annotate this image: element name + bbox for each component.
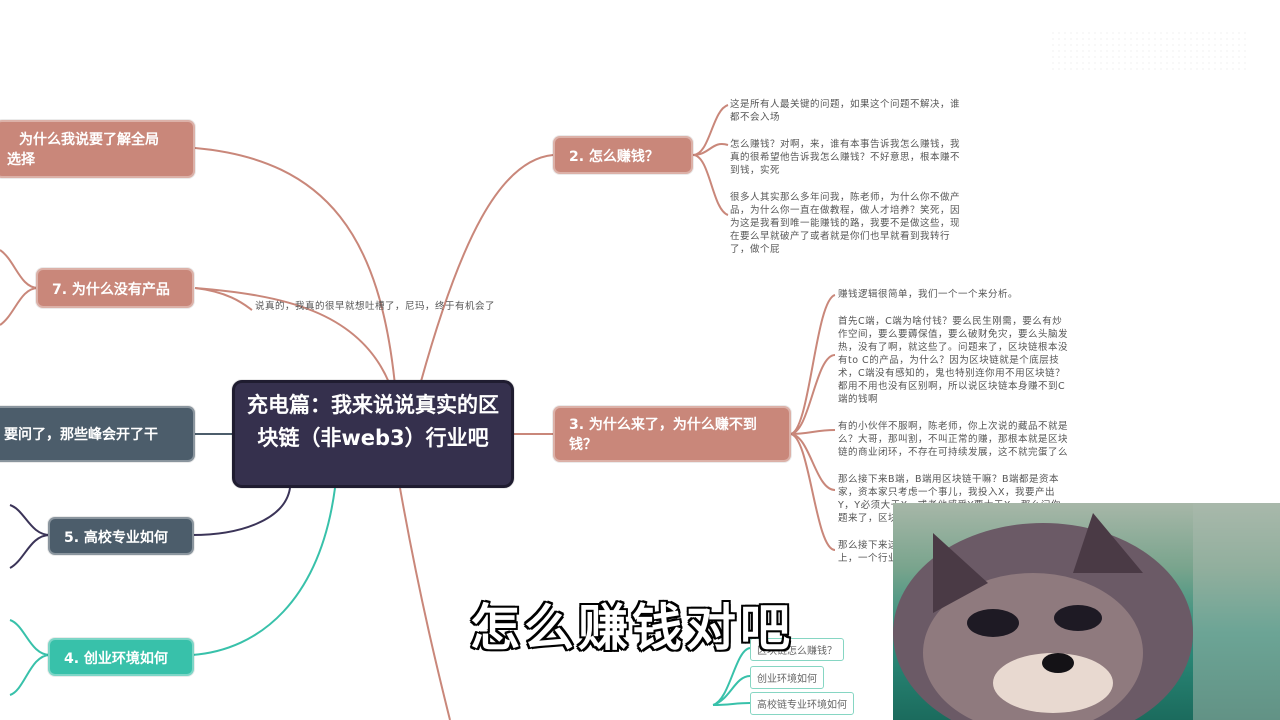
dog-avatar-image	[893, 503, 1280, 720]
connector-to-b4	[191, 487, 336, 656]
note-b3-3: 有的小伙伴不服啊，陈老师，你上次说的藏品不就是么？大哥，那叫割，不叫正常的赚，那…	[838, 421, 1069, 458]
branch-b2[interactable]: 2. 怎么赚钱？	[553, 136, 693, 174]
video-subtitle: 怎么赚钱对吧	[469, 598, 794, 659]
subnode-box-2-label: 创业环境如何	[757, 674, 817, 685]
note-b7: 说真的，我真的很早就想吐槽了，尼玛，终于有机会了	[255, 300, 500, 313]
connector-to-b2	[419, 154, 554, 386]
connector-b2-notes	[692, 104, 729, 216]
connector-bottom-right	[712, 647, 751, 706]
branch-b5[interactable]: 5. 高校专业如何	[48, 517, 194, 555]
connector-b7-left	[0, 249, 39, 326]
note-b2-3: 很多人其实那么多年问我，陈老师，为什么你不做产品，为什么你一直在做教程，做人才培…	[730, 192, 961, 255]
connector-to-b8	[194, 147, 396, 386]
branch-b4-label: 4. 创业环境如何	[64, 651, 168, 667]
root-title: 充电篇：我来说说真实的区块链（非web3）行业吧	[247, 393, 499, 450]
branch-b6-label: 要问了，那些峰会开了干	[4, 427, 158, 443]
branch-b5-label: 5. 高校专业如何	[64, 530, 168, 546]
connector-to-b5	[191, 487, 291, 536]
branch-b6[interactable]: 要问了，那些峰会开了干	[0, 406, 195, 462]
notes-b2: 这是所有人最关键的问题，如果这个问题不解决，谁都不会入场 怎么赚钱？对啊，来，谁…	[730, 98, 965, 256]
subnode-box-1[interactable]: 区块链怎么赚钱？	[750, 638, 844, 661]
faded-decoration	[1050, 30, 1250, 70]
connector-down	[399, 487, 451, 720]
branch-b3[interactable]: 3. 为什么来了，为什么赚不到钱？	[553, 406, 791, 462]
connector-to-b7	[194, 287, 391, 386]
root-node[interactable]: 充电篇：我来说说真实的区块链（非web3）行业吧	[232, 380, 514, 488]
note-b3-2: 首先C端，C端为啥付钱？要么民生刚需，要么有炒作空间，要么要薅保值，要么破财免灾…	[838, 316, 1069, 405]
branch-b8-label-2: 选择	[7, 152, 35, 168]
webcam-overlay	[893, 503, 1280, 720]
branch-b7[interactable]: 7. 为什么没有产品	[36, 268, 194, 308]
subnode-box-2[interactable]: 创业环境如何	[750, 666, 824, 689]
connector-b7-to-note	[194, 287, 253, 311]
note-b3-1: 赚钱逻辑很简单，我们一个一个来分析。	[838, 289, 1019, 300]
subnode-box-3[interactable]: 高校链专业环境如何	[750, 692, 854, 715]
connector-b4-left	[9, 619, 51, 696]
branch-b8[interactable]: 为什么我说要了解全局 选择	[0, 120, 195, 178]
branch-b2-label: 2. 怎么赚钱？	[569, 149, 659, 165]
branch-b4[interactable]: 4. 创业环境如何	[48, 638, 194, 676]
note-b7-text: 说真的，我真的很早就想吐槽了，尼玛，终于有机会了	[255, 301, 496, 312]
branch-b8-label: 为什么我说要了解全局	[19, 132, 159, 148]
branch-b7-label: 7. 为什么没有产品	[52, 282, 170, 298]
note-b2-2: 怎么赚钱？对啊，来，谁有本事告诉我怎么赚钱，我真的很希望他告诉我怎么赚钱？不好意…	[730, 139, 961, 176]
connector-b3-notes	[789, 294, 836, 551]
subnode-box-3-label: 高校链专业环境如何	[757, 700, 847, 711]
connector-b5-left	[9, 504, 51, 569]
branch-b3-label: 3. 为什么来了，为什么赚不到钱？	[569, 417, 757, 453]
note-b2-1: 这是所有人最关键的问题，如果这个问题不解决，谁都不会入场	[730, 99, 961, 123]
subnode-box-1-label: 区块链怎么赚钱？	[757, 646, 837, 657]
